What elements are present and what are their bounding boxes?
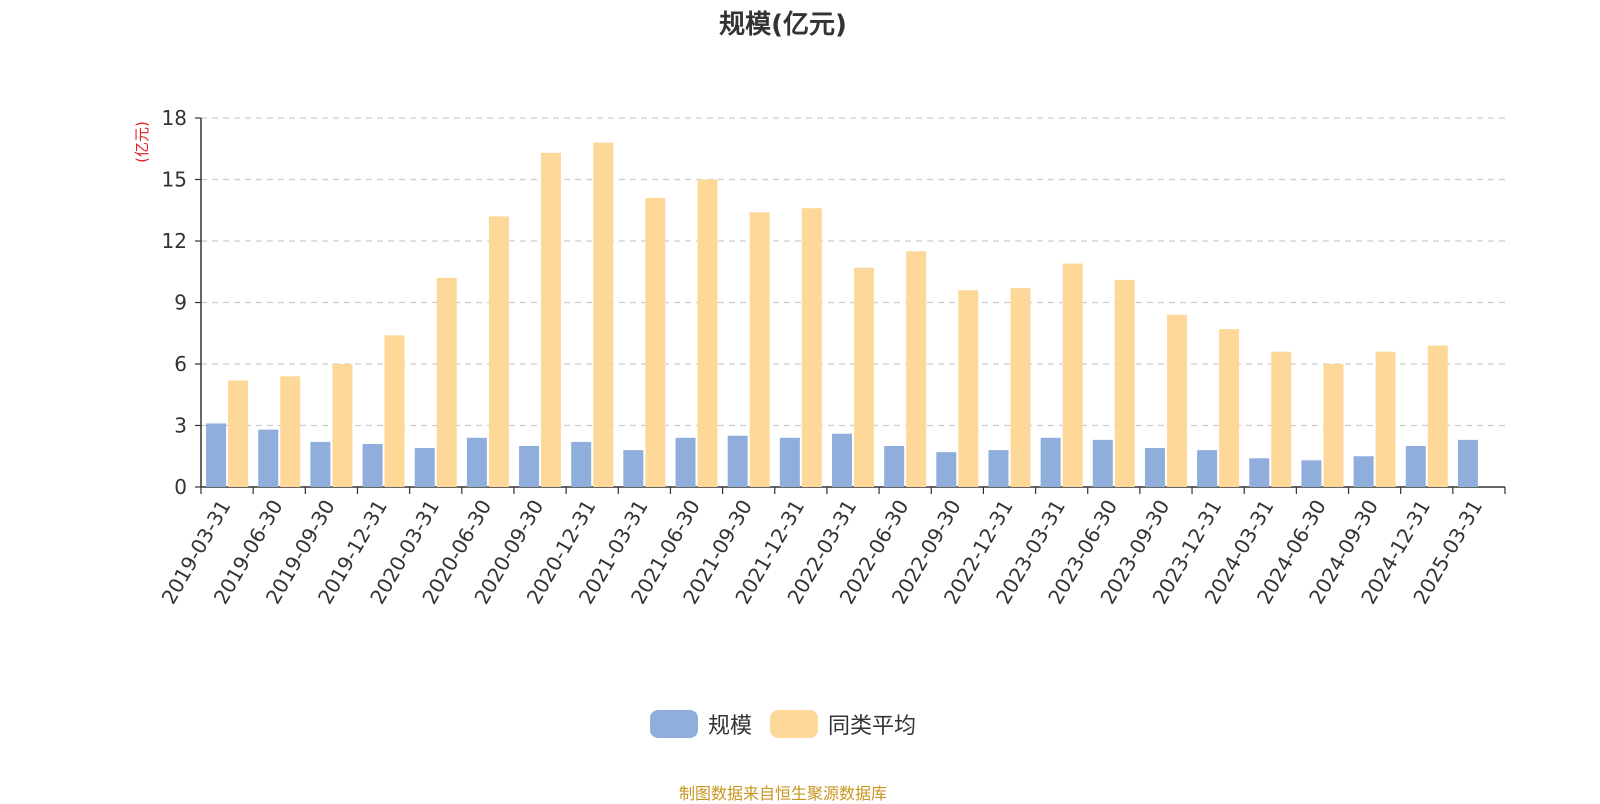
bar-peer-average xyxy=(645,197,666,487)
bar-peer-average xyxy=(280,376,301,487)
y-tick-label: 0 xyxy=(174,475,187,499)
bar-scale xyxy=(675,437,696,487)
legend-item[interactable]: 同类平均 xyxy=(770,708,916,740)
bar-scale xyxy=(258,429,279,487)
bar-scale xyxy=(1144,448,1165,487)
bar-scale xyxy=(1197,450,1218,487)
bar-peer-average xyxy=(1219,329,1240,487)
bar-scale xyxy=(1092,439,1113,487)
bar-peer-average xyxy=(228,380,249,487)
bar-scale xyxy=(623,450,644,487)
bar-scale xyxy=(414,448,435,487)
bar-scale xyxy=(1301,460,1322,487)
legend-label: 同类平均 xyxy=(828,714,917,739)
bar-peer-average xyxy=(1114,279,1135,487)
bar-peer-average xyxy=(1062,263,1083,487)
bar-peer-average xyxy=(384,335,405,487)
y-tick-label: 9 xyxy=(174,291,187,315)
bar-scale xyxy=(779,437,800,487)
bar-peer-average xyxy=(749,212,770,488)
bar-scale xyxy=(1249,458,1270,487)
y-tick-label: 18 xyxy=(162,106,187,130)
bar-scale xyxy=(1353,456,1374,487)
y-tick-label: 3 xyxy=(174,414,187,438)
y-tick-label: 12 xyxy=(162,229,187,253)
bar-scale xyxy=(519,446,540,487)
bar-scale xyxy=(310,441,331,487)
bar-peer-average xyxy=(1427,345,1448,487)
legend-item[interactable]: 规模 xyxy=(649,708,752,740)
bar-scale xyxy=(936,452,957,487)
bar-peer-average xyxy=(488,216,509,487)
bar-scale xyxy=(1405,446,1426,487)
legend: 规模 同类平均 xyxy=(0,708,1566,740)
bar-peer-average xyxy=(1323,364,1344,487)
bar-peer-average xyxy=(593,142,614,487)
bar-scale xyxy=(1457,439,1478,487)
bar-peer-average xyxy=(436,277,457,487)
bar-peer-average xyxy=(697,179,718,487)
bar-peer-average xyxy=(801,208,822,487)
bar-peer-average xyxy=(1010,288,1031,487)
bar-scale xyxy=(362,443,383,487)
y-tick-label: 15 xyxy=(162,168,187,192)
bar-peer-average xyxy=(332,364,353,487)
bar-peer-average xyxy=(541,152,562,487)
bar-peer-average xyxy=(906,251,927,487)
y-tick-label: 6 xyxy=(174,352,187,376)
chart-title: 规模(亿元) xyxy=(719,10,847,40)
legend-swatch xyxy=(770,710,818,738)
bar-peer-average xyxy=(854,267,874,487)
bar-peer-average xyxy=(958,290,979,487)
bar-scale xyxy=(884,446,905,487)
source-note: 制图数据来自恒生聚源数据库 xyxy=(678,784,887,803)
bar-scale xyxy=(206,423,227,487)
bar-scale xyxy=(1040,437,1061,487)
bar-scale xyxy=(727,435,748,487)
bar-peer-average xyxy=(1375,351,1396,487)
legend-label: 规模 xyxy=(707,714,752,739)
bar-peer-average xyxy=(1271,351,1292,487)
bar-scale xyxy=(466,437,487,487)
bar-scale xyxy=(832,433,852,487)
bar-scale xyxy=(571,441,592,487)
legend-swatch xyxy=(649,710,698,738)
bar-peer-average xyxy=(1166,314,1187,487)
y-axis-label: (亿元) xyxy=(133,121,151,163)
bar-scale xyxy=(988,450,1009,487)
